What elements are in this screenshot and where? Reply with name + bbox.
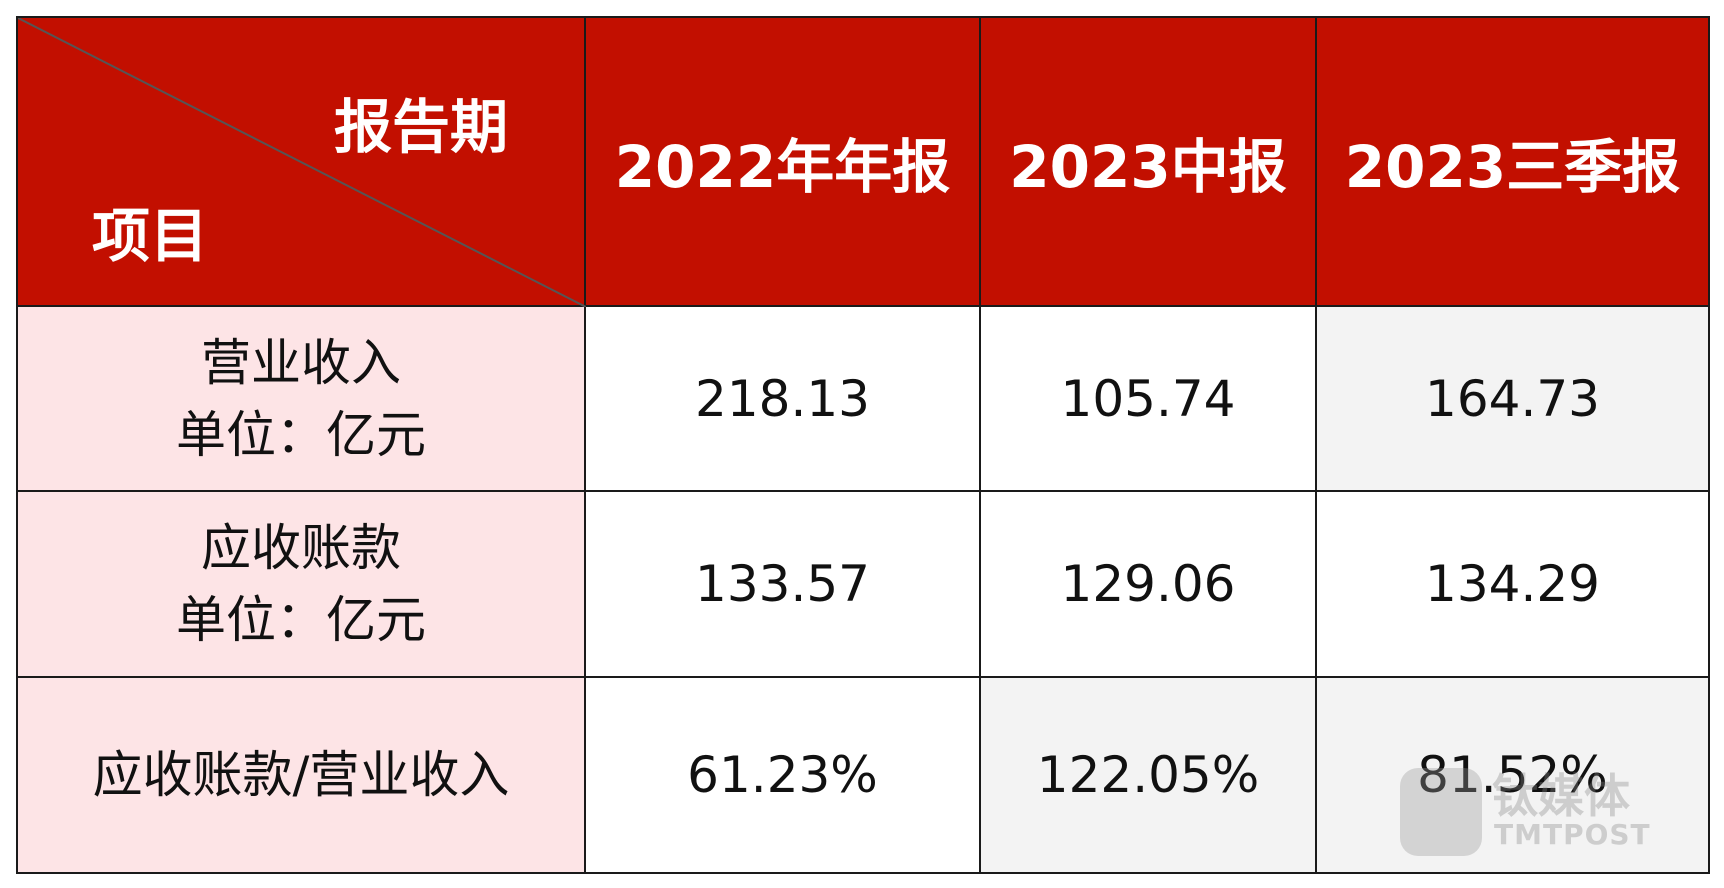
cell: 105.74 [979, 305, 1317, 492]
cell: 61.23% [584, 676, 981, 874]
label-line: 单位：亿元 [176, 591, 426, 649]
cell: 81.52% [1315, 676, 1710, 874]
cell: 134.29 [1315, 490, 1710, 678]
row: 营业收入单位：亿元 218.13 105.74 164.73 [16, 305, 1710, 492]
row: 应收账款/营业收入 61.23% 122.05% 81.52% [16, 676, 1710, 874]
label-line: 应收账款 [201, 519, 401, 577]
corner-top: 报告期 [333, 93, 508, 161]
label-line: 应收账款/营业收入 [92, 746, 510, 804]
cell: 164.73 [1315, 305, 1710, 492]
cell: 122.05% [979, 676, 1317, 874]
row-label: 应收账款/营业收入 [16, 676, 586, 874]
cell: 133.57 [584, 490, 981, 678]
column-header: 2023三季报 [1315, 16, 1710, 307]
watermark-icon [1400, 768, 1482, 856]
diagonal [18, 18, 586, 307]
cell: 129.06 [979, 490, 1317, 678]
data-table: 报告期 项目 2022年年报 2023中报 2023三季报 营业收入单位：亿元 … [16, 16, 1710, 874]
watermark-name: 钛媒体 [1492, 769, 1630, 823]
label-line: 单位：亿元 [176, 405, 426, 464]
header-row: 报告期 项目 2022年年报 2023中报 2023三季报 [16, 16, 1710, 307]
watermark: 钛媒体 TMTPOST [1400, 760, 1700, 860]
row-label: 应收账款单位：亿元 [16, 490, 586, 678]
watermark-brand: TMTPOST [1494, 818, 1651, 851]
cell: 218.13 [584, 305, 981, 492]
row-label: 营业收入单位：亿元 [16, 305, 586, 492]
label-line: 营业收入 [201, 333, 401, 392]
corner-cell: 报告期 项目 [16, 16, 586, 307]
corner-bottom: 项目 [92, 202, 209, 270]
row: 应收账款单位：亿元 133.57 129.06 134.29 [16, 490, 1710, 678]
column-header: 2022年年报 [584, 16, 981, 307]
column-header: 2023中报 [979, 16, 1317, 307]
